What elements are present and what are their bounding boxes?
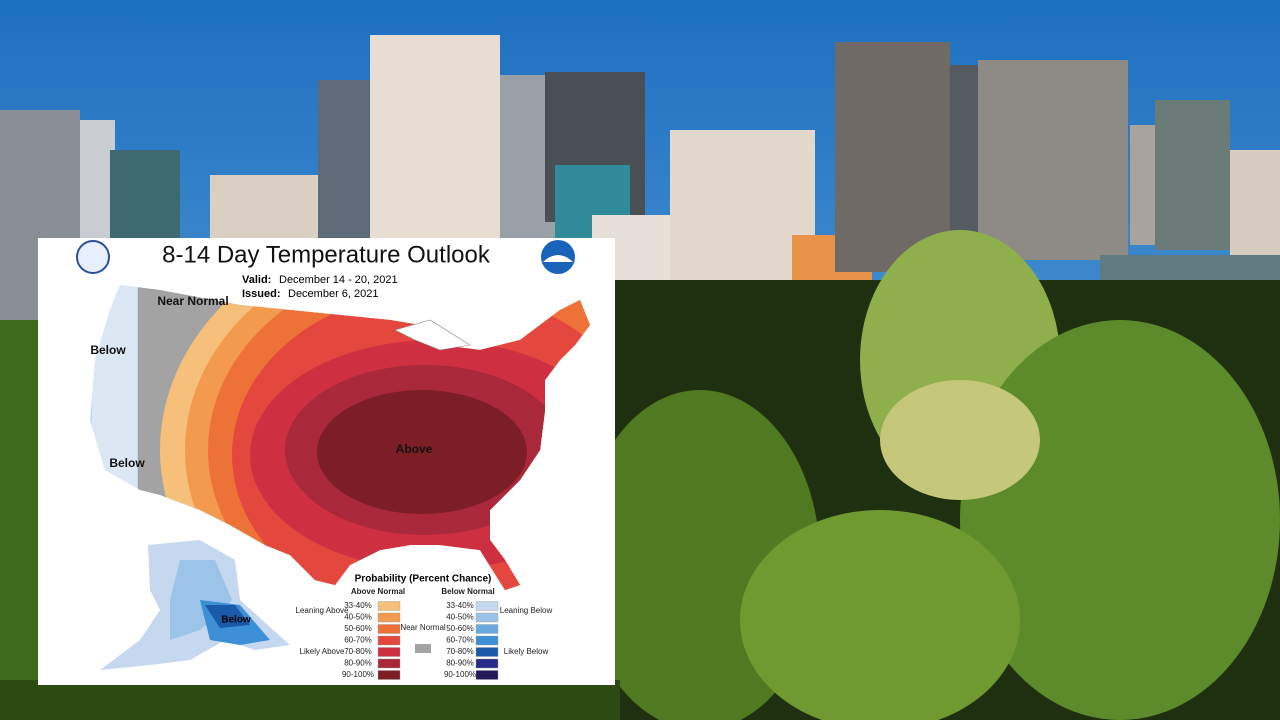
legend-range: 40-50% xyxy=(344,613,372,622)
legend-swatch xyxy=(415,644,431,653)
valid-dates: December 14 - 20, 2021 xyxy=(279,274,398,286)
legend-range: 70-80% xyxy=(446,647,474,656)
legend-swatch xyxy=(377,635,401,646)
legend-swatch xyxy=(377,612,401,623)
legend-header: Below Normal xyxy=(441,587,494,596)
map-label: Below xyxy=(221,615,251,626)
map-label: Above xyxy=(396,442,433,456)
legend-group: Leaning Below xyxy=(500,606,553,615)
legend-swatch xyxy=(377,670,401,680)
legend-range: 90-100% xyxy=(342,670,374,679)
legend-range: 60-70% xyxy=(446,636,474,645)
legend-swatch xyxy=(475,624,499,634)
doc-seal xyxy=(76,240,110,274)
legend-range: 90-100% xyxy=(444,670,476,679)
legend-swatch xyxy=(377,658,401,669)
legend-range: 80-90% xyxy=(446,659,474,668)
legend-group: Near Normal xyxy=(400,623,446,632)
legend-range: 33-40% xyxy=(344,601,372,610)
legend-swatch xyxy=(475,612,499,623)
legend-range: 70-80% xyxy=(344,647,372,656)
legend: Probability (Percent Chance) Above Norma… xyxy=(296,574,553,680)
legend-swatch xyxy=(475,601,499,611)
valid-label: Valid: xyxy=(242,274,271,286)
legend-group: Leaning Above xyxy=(296,606,349,615)
legend-range: 40-50% xyxy=(446,613,474,622)
issued-label: Issued: xyxy=(242,288,281,300)
legend-range: 80-90% xyxy=(344,659,372,668)
legend-swatch xyxy=(475,647,499,657)
legend-swatch xyxy=(475,635,499,646)
legend-range: 50-60% xyxy=(344,624,372,633)
legend-swatch xyxy=(377,601,401,611)
map-label: Below xyxy=(90,343,126,357)
legend-swatch xyxy=(475,670,499,680)
map-label: Below xyxy=(109,456,145,470)
outlook-panel: 8-14 Day Temperature Outlook Valid: Dece… xyxy=(38,238,615,685)
legend-swatch xyxy=(475,658,499,669)
legend-title: Probability (Percent Chance) xyxy=(355,574,492,585)
legend-swatch xyxy=(377,624,401,634)
issued-date: December 6, 2021 xyxy=(288,288,379,300)
legend-range: 60-70% xyxy=(344,636,372,645)
title: 8-14 Day Temperature Outlook xyxy=(162,241,491,268)
map-label: Near Normal xyxy=(157,294,228,308)
legend-group: Likely Below xyxy=(504,647,549,656)
legend-swatch xyxy=(377,647,401,657)
legend-header: Above Normal xyxy=(351,587,405,596)
legend-group: Likely Above xyxy=(300,647,345,656)
legend-range: 33-40% xyxy=(446,601,474,610)
legend-range: 50-60% xyxy=(446,624,474,633)
